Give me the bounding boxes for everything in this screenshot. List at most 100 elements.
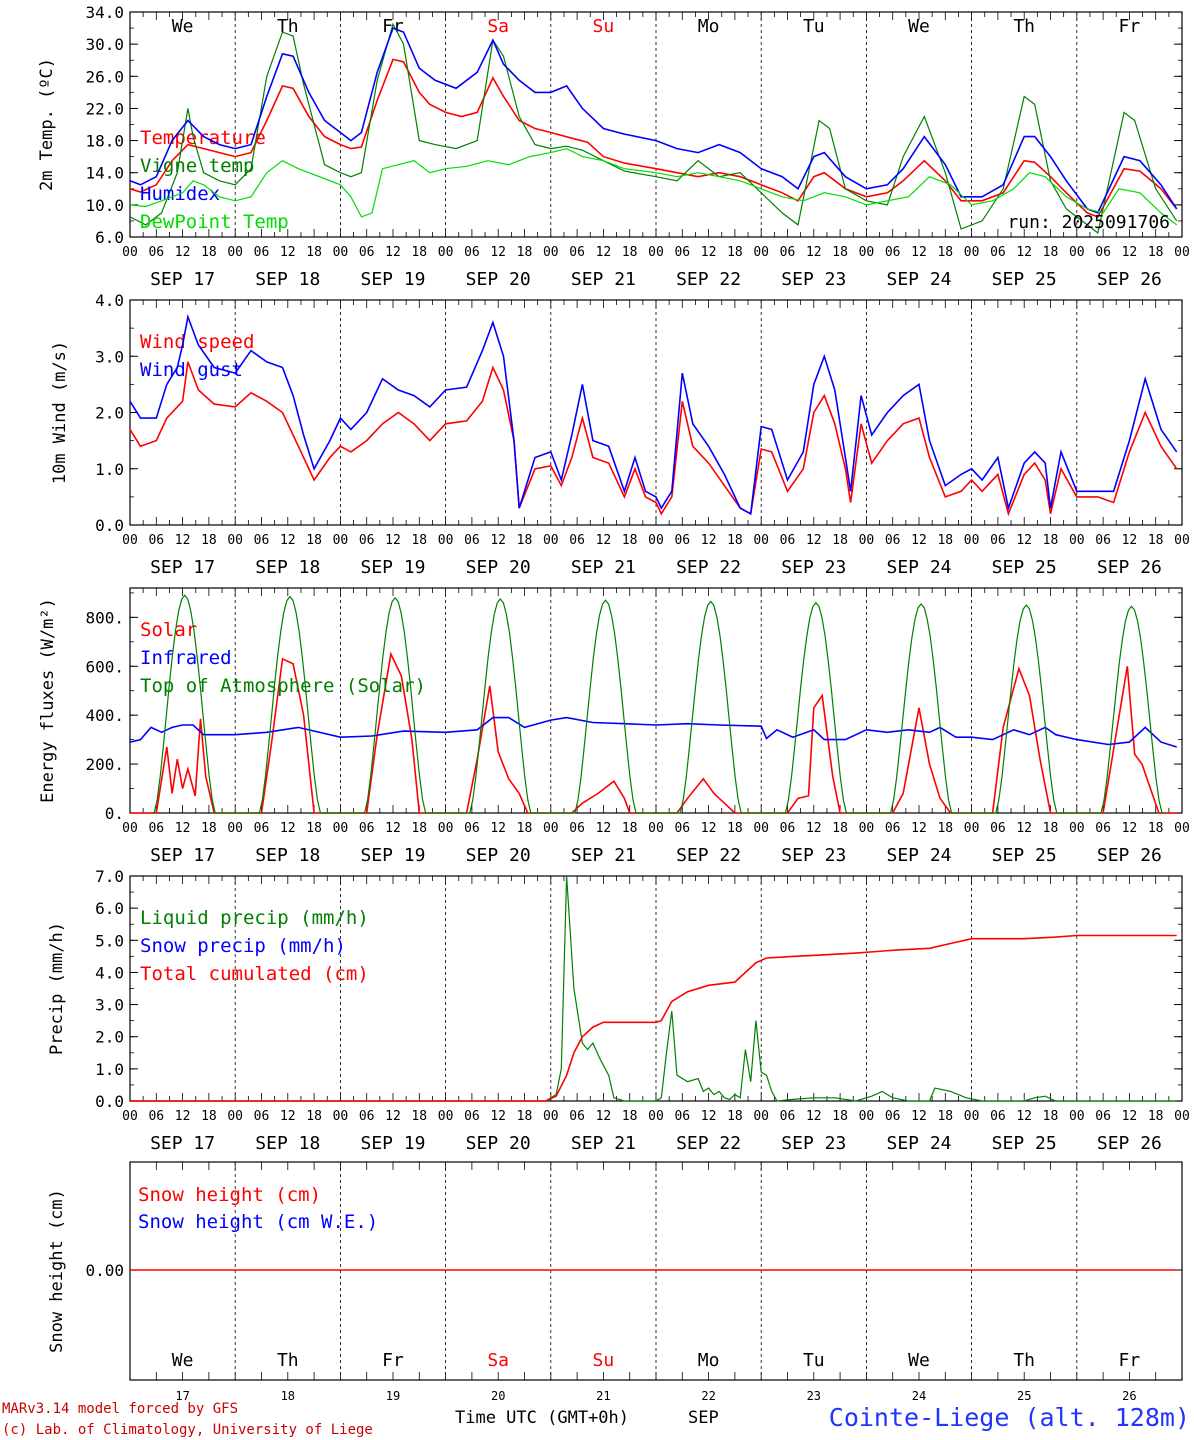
hour-tick-label: 12	[385, 533, 401, 548]
hour-tick-label: 06	[359, 245, 375, 260]
hour-tick-label: 06	[148, 533, 164, 548]
hour-tick-label: 12	[596, 1109, 612, 1124]
hour-tick-label: 00	[1174, 533, 1190, 548]
hour-tick-label: 18	[1043, 533, 1059, 548]
panel-4: 0.0 1.0 2.0 3.0 4.0 5.0 6.0 7.0 Precip (mm/h) 00 0…	[47, 867, 1190, 1154]
y-tick-label: 3.0	[95, 347, 124, 366]
hour-tick-label: 12	[280, 821, 296, 836]
day-number-label: 18	[281, 1389, 295, 1403]
hour-tick-label: 06	[1095, 1109, 1111, 1124]
y-tick-label: 6.0	[95, 899, 124, 918]
date-label: SEP 23	[781, 269, 846, 290]
date-label: SEP 22	[676, 1133, 741, 1154]
date-label: SEP 21	[571, 269, 636, 290]
day-number-label: 20	[491, 1389, 505, 1403]
hour-tick-label: 06	[674, 245, 690, 260]
hour-tick-label: 12	[1016, 533, 1032, 548]
series-line-humidex	[129, 27, 1178, 214]
hour-tick-label: 18	[937, 1109, 953, 1124]
weekday-label: Fr	[382, 1350, 404, 1371]
hour-tick-label: 06	[885, 1109, 901, 1124]
hour-tick-label: 18	[201, 533, 217, 548]
hour-tick-label: 00	[438, 821, 454, 836]
date-label: SEP 21	[571, 1133, 636, 1154]
hour-tick-label: 06	[359, 533, 375, 548]
date-label: SEP 25	[992, 1133, 1057, 1154]
hour-tick-label: 18	[832, 245, 848, 260]
weekday-label: Fr	[382, 16, 404, 37]
series-line-vigne-temp	[129, 22, 1178, 235]
hour-tick-label: 18	[201, 245, 217, 260]
hour-tick-label: 12	[596, 821, 612, 836]
y-tick-label: 200.	[85, 755, 124, 774]
model-credit: MARv3.14 model forced by GFS	[2, 1401, 238, 1417]
series-line-solar	[130, 651, 1177, 814]
date-label: SEP 25	[992, 845, 1057, 866]
plot-frame	[129, 587, 1183, 814]
hour-tick-label: 18	[727, 821, 743, 836]
y-tick-label: 4.0	[95, 963, 124, 982]
date-label: SEP 24	[886, 845, 951, 866]
hour-tick-label: 00	[122, 245, 138, 260]
hour-tick-label: 00	[753, 1109, 769, 1124]
date-label: SEP 20	[466, 557, 531, 578]
weekday-label: Th	[277, 1350, 299, 1371]
run-label: run: 2025091706	[1007, 212, 1170, 233]
panel-5: 0.00 Snow height (cm) We Th Fr Sa Su Mo Tu We Th Fr…	[47, 1161, 1183, 1403]
hour-tick-label: 18	[937, 533, 953, 548]
weekday-label: Su	[593, 16, 615, 37]
hour-tick-label: 00	[964, 821, 980, 836]
hour-tick-label: 18	[201, 1109, 217, 1124]
hour-tick-label: 00	[227, 533, 243, 548]
hour-tick-label: 12	[701, 821, 717, 836]
date-label: SEP 20	[466, 845, 531, 866]
day-number-label: 25	[1017, 1389, 1031, 1403]
hour-tick-label: 00	[227, 821, 243, 836]
hour-tick-label: 06	[464, 245, 480, 260]
hour-tick-label: 12	[490, 1109, 506, 1124]
hour-tick-label: 18	[411, 533, 427, 548]
weekday-label: We	[908, 16, 930, 37]
date-label: SEP 17	[150, 557, 215, 578]
legend-entry: Snow precip (mm/h)	[140, 935, 346, 957]
legend-entry: DewPoint Temp	[140, 211, 289, 233]
day-number-label: 22	[701, 1389, 715, 1403]
date-label: SEP 19	[360, 269, 425, 290]
hour-tick-label: 12	[1016, 821, 1032, 836]
hour-tick-label: 12	[175, 533, 191, 548]
day-number-label: 21	[596, 1389, 610, 1403]
hour-tick-label: 12	[1122, 821, 1138, 836]
hour-tick-label: 18	[1043, 245, 1059, 260]
weekday-label: Sa	[487, 1350, 509, 1371]
hour-tick-label: 00	[227, 245, 243, 260]
y-tick-label: 1.0	[95, 460, 124, 479]
hour-tick-label: 18	[1148, 245, 1164, 260]
hour-tick-label: 00	[859, 533, 875, 548]
hour-tick-label: 06	[1095, 533, 1111, 548]
weekday-label: Fr	[1119, 16, 1141, 37]
weekday-label: Tu	[803, 16, 825, 37]
hour-tick-label: 06	[254, 821, 270, 836]
y-tick-label: 0.00	[85, 1261, 124, 1280]
hour-tick-label: 12	[280, 245, 296, 260]
hour-tick-label: 06	[674, 821, 690, 836]
y-axis-label: 2m Temp. (ºC)	[37, 58, 57, 191]
date-label: SEP 26	[1097, 1133, 1162, 1154]
hour-tick-label: 00	[859, 1109, 875, 1124]
hour-tick-label: 12	[490, 821, 506, 836]
legend-entry: Total cumulated (cm)	[140, 963, 369, 985]
date-label: SEP 19	[360, 1133, 425, 1154]
date-label: SEP 17	[150, 269, 215, 290]
weekday-label: We	[172, 1350, 194, 1371]
hour-tick-label: 12	[911, 821, 927, 836]
series-line-wind-speed	[129, 361, 1178, 517]
hour-tick-label: 00	[122, 1109, 138, 1124]
hour-tick-label: 06	[1095, 821, 1111, 836]
hour-tick-label: 06	[885, 533, 901, 548]
date-label: SEP 24	[886, 557, 951, 578]
hour-tick-label: 18	[727, 245, 743, 260]
legend-entry: Liquid precip (mm/h)	[140, 907, 369, 929]
legend-entry: Snow height (cm)	[138, 1184, 321, 1206]
hour-tick-label: 06	[990, 821, 1006, 836]
series-line-temperature	[129, 58, 1178, 218]
